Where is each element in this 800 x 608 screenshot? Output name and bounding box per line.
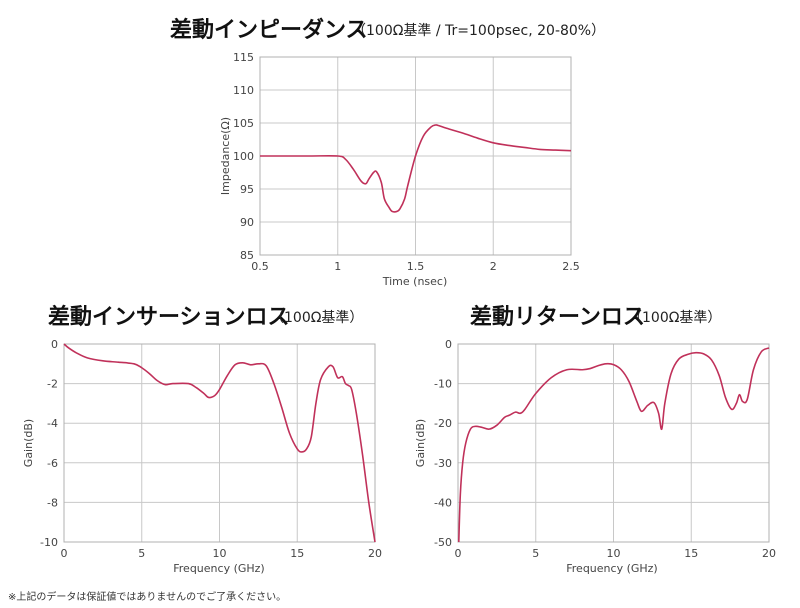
- impedance-x-axis-label: Time (nsec): [382, 275, 448, 288]
- impedance-x-tick-label: 1: [334, 260, 341, 273]
- return-loss-y-tick-label: -50: [434, 536, 452, 549]
- insertion-loss-y-tick-label: -10: [40, 536, 58, 549]
- return-loss-x-tick-label: 15: [684, 547, 698, 560]
- impedance-y-axis-label: Impedance(Ω): [219, 117, 232, 195]
- return-loss-y-tick-label: -30: [434, 457, 452, 470]
- impedance-y-tick-label: 85: [240, 249, 254, 262]
- insertion-loss-chart: 差動インサーションロス （100Ω基準） 0 5 10 15 20 -10 -8 -6 -4 -2…: [22, 304, 382, 575]
- return-loss-plot-area: 0 5 10 15 20 -50 -40 -30 -20 -10 0: [434, 338, 776, 560]
- return-loss-x-tick-label: 5: [532, 547, 539, 560]
- return-loss-x-tick-label: 0: [455, 547, 462, 560]
- insertion-loss-x-axis-label: Frequency (GHz): [173, 562, 264, 575]
- return-loss-y-tick-label: -40: [434, 496, 452, 509]
- impedance-series-line: [259, 124, 572, 213]
- impedance-chart-title: 差動インピーダンス: [170, 17, 368, 43]
- insertion-loss-x-tick-label: 10: [213, 547, 227, 560]
- impedance-x-tick-label: 1.5: [407, 260, 425, 273]
- insertion-loss-chart-title: 差動インサーションロス: [48, 304, 290, 330]
- insertion-loss-y-tick-label: -6: [47, 457, 58, 470]
- insertion-loss-x-tick-label: 5: [138, 547, 145, 560]
- insertion-loss-series-line: [63, 343, 376, 543]
- return-loss-y-tick-label: 0: [445, 338, 452, 351]
- footnote: ※上記のデータは保証値ではありませんのでご了承ください。: [8, 592, 287, 603]
- insertion-loss-plot-frame: [63, 343, 376, 543]
- impedance-y-tick-label: 90: [240, 216, 254, 229]
- insertion-loss-y-tick-label: -4: [47, 417, 58, 430]
- insertion-loss-y-axis-label: Gain(dB): [22, 419, 35, 467]
- return-loss-y-axis-label: Gain(dB): [414, 419, 427, 467]
- impedance-plot-area: 0.5 1 1.5 2 2.5 85 90 95 100 105 110 115: [233, 51, 580, 273]
- insertion-loss-y-tick-label: -2: [47, 378, 58, 391]
- impedance-chart: 差動インピーダンス （100Ω基準 / Tr=100psec, 20-80%） …: [170, 17, 605, 288]
- impedance-y-tick-label: 100: [233, 150, 254, 163]
- insertion-loss-y-tick-label: 0: [51, 338, 58, 351]
- return-loss-y-tick-label: -20: [434, 417, 452, 430]
- insertion-loss-x-tick-label: 20: [368, 547, 382, 560]
- insertion-loss-x-tick-label: 0: [61, 547, 68, 560]
- insertion-loss-plot-area: 0 5 10 15 20 -10 -8 -6 -4 -2 0: [40, 338, 382, 560]
- return-loss-y-tick-label: -10: [434, 378, 452, 391]
- impedance-chart-subtitle: （100Ω基準 / Tr=100psec, 20-80%）: [352, 22, 605, 39]
- return-loss-x-tick-label: 20: [762, 547, 776, 560]
- return-loss-series-line: [457, 347, 770, 543]
- impedance-y-tick-label: 95: [240, 183, 254, 196]
- impedance-y-tick-label: 115: [233, 51, 254, 64]
- return-loss-chart: 差動リターンロス （100Ω基準） 0 5 10 15 20 -50 -40 -30 -20 -1…: [414, 304, 776, 575]
- impedance-y-tick-label: 110: [233, 84, 254, 97]
- return-loss-x-tick-label: 10: [607, 547, 621, 560]
- impedance-x-tick-label: 2: [490, 260, 497, 273]
- insertion-loss-y-tick-label: -8: [47, 496, 58, 509]
- impedance-y-tick-label: 105: [233, 117, 254, 130]
- return-loss-x-axis-label: Frequency (GHz): [566, 562, 657, 575]
- return-loss-chart-subtitle: （100Ω基準）: [628, 309, 721, 326]
- return-loss-plot-frame: [457, 343, 770, 543]
- return-loss-chart-title: 差動リターンロス: [470, 304, 645, 330]
- insertion-loss-x-tick-label: 15: [290, 547, 304, 560]
- insertion-loss-chart-subtitle: （100Ω基準）: [270, 309, 363, 326]
- impedance-x-tick-label: 2.5: [562, 260, 580, 273]
- impedance-x-tick-label: 0.5: [251, 260, 269, 273]
